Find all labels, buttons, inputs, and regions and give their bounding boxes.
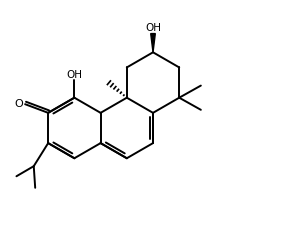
Text: O: O — [14, 99, 23, 109]
Text: OH: OH — [145, 23, 161, 33]
Polygon shape — [151, 34, 155, 53]
Text: OH: OH — [66, 70, 82, 80]
